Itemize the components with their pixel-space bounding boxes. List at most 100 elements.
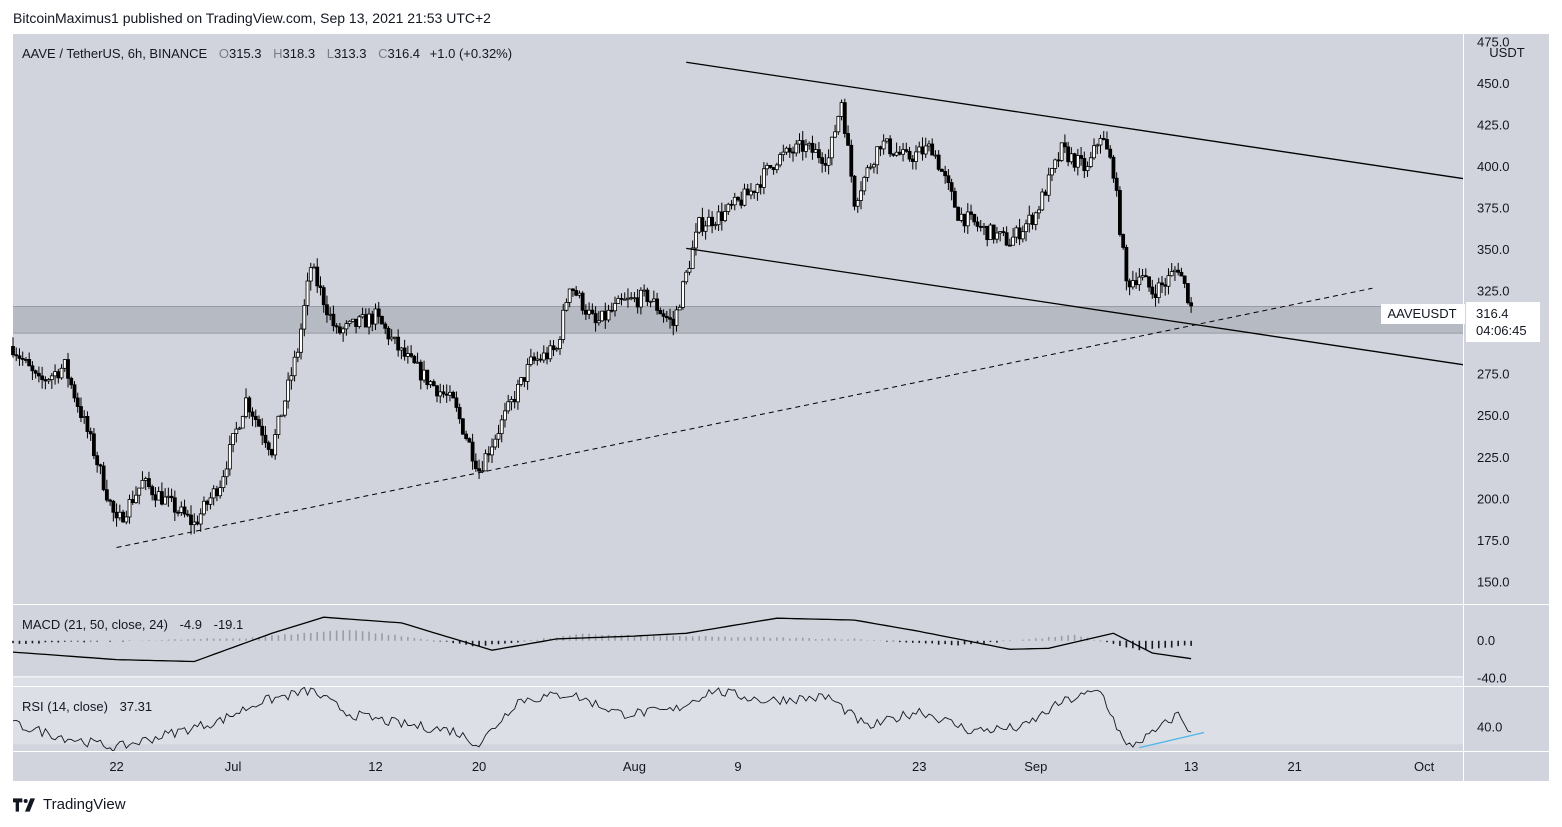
candle-body bbox=[962, 213, 967, 227]
candle-body bbox=[817, 149, 821, 159]
candle-body bbox=[778, 154, 782, 166]
candle-body bbox=[27, 359, 32, 367]
macd-value-2: -19.1 bbox=[214, 617, 244, 632]
candle-body bbox=[137, 487, 142, 496]
candle-body bbox=[823, 163, 828, 166]
rsi-tick-label: 40.0 bbox=[1477, 719, 1502, 734]
candle-body bbox=[752, 190, 757, 193]
candle-body bbox=[694, 231, 698, 249]
candle-body bbox=[1143, 275, 1148, 278]
candle-body bbox=[493, 438, 498, 448]
price-tick-label: 275.0 bbox=[1477, 367, 1510, 382]
legend-o-label: O bbox=[219, 46, 229, 61]
candle-body bbox=[282, 400, 287, 416]
candle-body bbox=[826, 157, 831, 166]
candle-body bbox=[1124, 247, 1129, 282]
candle-body bbox=[1075, 155, 1080, 168]
candle-body bbox=[606, 309, 611, 321]
candle-body bbox=[147, 478, 151, 487]
candle-body bbox=[551, 345, 556, 351]
candle-body bbox=[949, 182, 954, 192]
candle-body bbox=[804, 144, 808, 152]
candle-body bbox=[687, 268, 692, 273]
candle-body bbox=[703, 225, 708, 232]
candle-body bbox=[460, 418, 465, 435]
candle-body bbox=[742, 188, 747, 206]
candle-body bbox=[422, 369, 426, 381]
candle-body bbox=[270, 449, 274, 456]
candle-body bbox=[189, 514, 193, 526]
candle-body bbox=[713, 224, 718, 227]
candle-body bbox=[619, 298, 624, 300]
candle-body bbox=[1179, 271, 1184, 277]
symbol-tag: AAVEUSDT bbox=[1387, 306, 1456, 321]
candle-body bbox=[681, 281, 685, 308]
candle-body bbox=[85, 416, 90, 432]
macd-panel[interactable] bbox=[13, 605, 1463, 686]
candle-body bbox=[587, 309, 592, 315]
footer: TradingView bbox=[13, 796, 126, 813]
candle-body bbox=[182, 506, 187, 515]
candle-body bbox=[765, 165, 770, 170]
candle-body bbox=[862, 176, 867, 192]
candle-body bbox=[872, 164, 876, 168]
candle-body bbox=[159, 491, 164, 505]
candle-body bbox=[380, 316, 384, 325]
candle-body bbox=[583, 309, 588, 315]
candle-body bbox=[1030, 214, 1035, 225]
candle-body bbox=[211, 488, 216, 499]
candle-body bbox=[859, 190, 863, 201]
candle-body bbox=[768, 165, 773, 168]
candle-body bbox=[930, 143, 935, 156]
candle-body bbox=[729, 203, 734, 206]
symbol-legend[interactable]: AAVE / TetherUS, 6h, BINANCE O315.3 H318… bbox=[22, 46, 512, 61]
candle-body bbox=[143, 478, 148, 481]
candle-body bbox=[1050, 168, 1054, 176]
candle-body bbox=[593, 313, 598, 324]
candle-body bbox=[1004, 232, 1009, 246]
candle-body bbox=[328, 313, 333, 316]
candle-body bbox=[1163, 284, 1168, 287]
candle-body bbox=[710, 216, 715, 227]
candle-body bbox=[794, 143, 799, 154]
candle-body bbox=[1118, 190, 1122, 235]
candle-body bbox=[891, 153, 896, 156]
publisher-line: BitcoinMaximus1 published on TradingView… bbox=[13, 10, 491, 26]
candle-body bbox=[354, 318, 358, 327]
candle-body bbox=[674, 309, 679, 326]
support-band bbox=[13, 306, 1463, 334]
candle-body bbox=[603, 310, 608, 321]
rsi-value: 37.31 bbox=[120, 699, 153, 714]
price-tick-label: 200.0 bbox=[1477, 491, 1510, 506]
candle-body bbox=[247, 397, 252, 413]
rsi-legend[interactable]: RSI (14, close) 37.31 bbox=[22, 699, 152, 714]
macd-legend[interactable]: MACD (21, 50, close, 24) -4.9 -19.1 bbox=[22, 617, 243, 632]
candle-body bbox=[810, 142, 815, 153]
candle-body bbox=[98, 464, 103, 467]
candle-body bbox=[134, 494, 138, 504]
candle-body bbox=[700, 217, 705, 232]
price-tick-label: 475.0 bbox=[1477, 34, 1510, 49]
candle-body bbox=[350, 318, 355, 322]
candle-body bbox=[253, 415, 258, 420]
candle-body bbox=[969, 211, 973, 215]
candle-body bbox=[833, 131, 837, 138]
candle-body bbox=[198, 513, 203, 525]
candle-body bbox=[849, 144, 854, 177]
candle-body bbox=[59, 367, 64, 379]
time-tick-label: 20 bbox=[472, 759, 486, 774]
candle-body bbox=[121, 511, 125, 523]
candle-body bbox=[435, 385, 439, 397]
candle-body bbox=[344, 323, 349, 330]
candle-body bbox=[639, 289, 643, 308]
candle-body bbox=[1160, 282, 1164, 286]
candle-body bbox=[1033, 212, 1038, 225]
candle-body bbox=[865, 167, 870, 178]
candle-body bbox=[276, 415, 281, 435]
candle-body bbox=[62, 359, 67, 369]
price-tag-box bbox=[1466, 302, 1540, 342]
candle-body bbox=[927, 143, 931, 147]
candle-body bbox=[959, 213, 964, 221]
candle-body bbox=[1134, 280, 1139, 286]
